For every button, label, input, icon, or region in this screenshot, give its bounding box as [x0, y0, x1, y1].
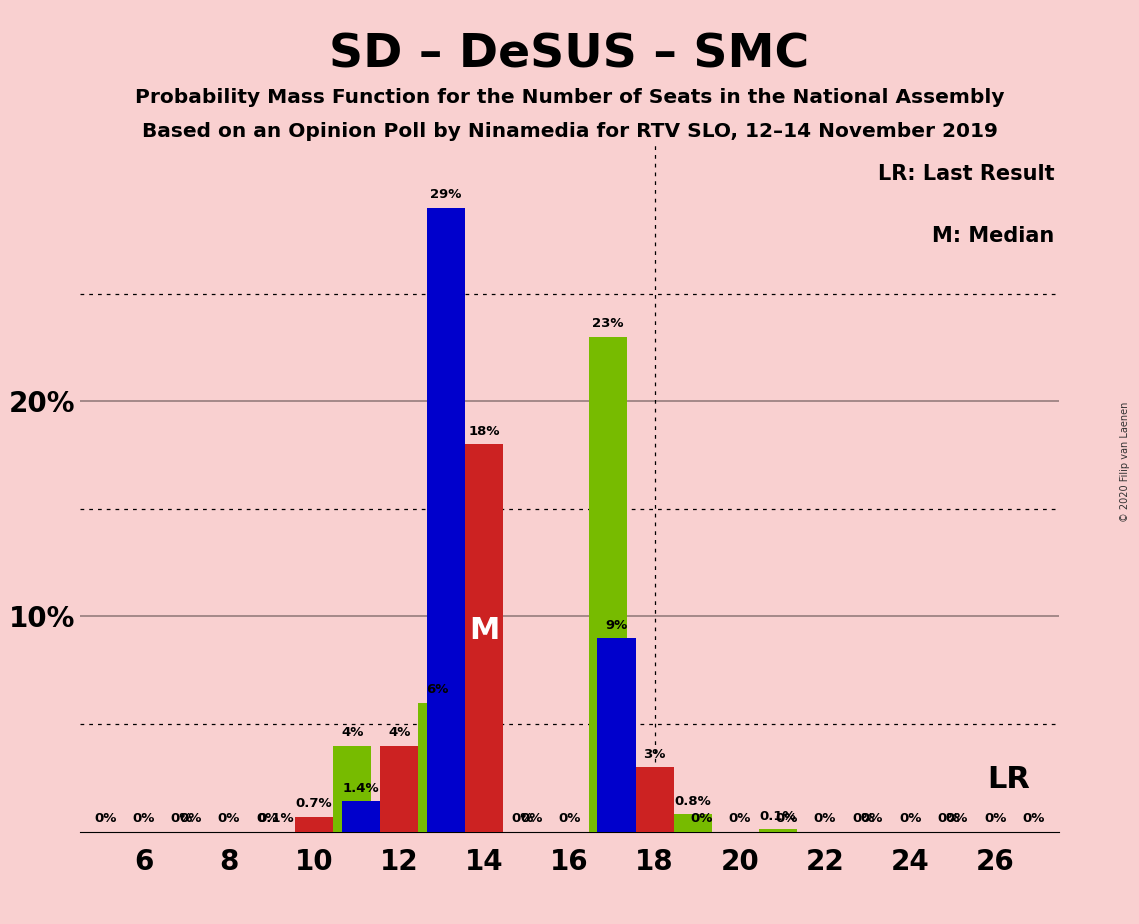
Text: 0.7%: 0.7%: [296, 797, 333, 810]
Text: © 2020 Filip van Laenen: © 2020 Filip van Laenen: [1120, 402, 1130, 522]
Text: LR: Last Result: LR: Last Result: [878, 164, 1055, 184]
Text: 0%: 0%: [937, 812, 960, 825]
Text: 0%: 0%: [179, 812, 202, 825]
Text: 0%: 0%: [1023, 812, 1044, 825]
Bar: [465, 444, 503, 832]
Text: 3%: 3%: [644, 748, 666, 760]
Bar: [674, 814, 712, 832]
Text: 4%: 4%: [341, 726, 363, 739]
Text: 0%: 0%: [218, 812, 240, 825]
Text: 0%: 0%: [558, 812, 581, 825]
Bar: [759, 830, 797, 832]
Bar: [597, 638, 636, 832]
Bar: [418, 702, 457, 832]
Bar: [636, 767, 674, 832]
Bar: [295, 817, 333, 832]
Bar: [589, 337, 626, 832]
Text: 0%: 0%: [899, 812, 921, 825]
Text: 1.4%: 1.4%: [343, 782, 379, 795]
Text: 0.8%: 0.8%: [674, 795, 712, 808]
Text: SD – DeSUS – SMC: SD – DeSUS – SMC: [329, 32, 810, 78]
Text: M: Median: M: Median: [932, 225, 1055, 246]
Text: M: M: [469, 615, 500, 645]
Text: 0.1%: 0.1%: [760, 810, 796, 823]
Text: 6%: 6%: [426, 683, 449, 696]
Text: 4%: 4%: [388, 726, 410, 739]
Text: 0%: 0%: [861, 812, 883, 825]
Text: 0%: 0%: [95, 812, 116, 825]
Text: 0%: 0%: [945, 812, 968, 825]
Bar: [333, 746, 371, 832]
Text: 18%: 18%: [468, 425, 500, 438]
Text: 0%: 0%: [256, 812, 278, 825]
Text: 0%: 0%: [814, 812, 836, 825]
Text: 0%: 0%: [690, 812, 713, 825]
Text: 0%: 0%: [511, 812, 534, 825]
Text: 23%: 23%: [592, 317, 623, 331]
Text: 0%: 0%: [132, 812, 155, 825]
Bar: [427, 208, 465, 832]
Bar: [342, 801, 380, 832]
Text: 0%: 0%: [171, 812, 194, 825]
Text: 9%: 9%: [605, 618, 628, 631]
Text: 0.1%: 0.1%: [257, 812, 294, 825]
Text: 0%: 0%: [776, 812, 798, 825]
Bar: [380, 746, 418, 832]
Text: 0%: 0%: [852, 812, 875, 825]
Text: 29%: 29%: [431, 188, 461, 201]
Text: Based on an Opinion Poll by Ninamedia for RTV SLO, 12–14 November 2019: Based on an Opinion Poll by Ninamedia fo…: [141, 122, 998, 141]
Text: 0%: 0%: [984, 812, 1007, 825]
Text: Probability Mass Function for the Number of Seats in the National Assembly: Probability Mass Function for the Number…: [134, 88, 1005, 107]
Text: 0%: 0%: [521, 812, 542, 825]
Text: 0%: 0%: [729, 812, 751, 825]
Text: LR: LR: [988, 765, 1030, 795]
